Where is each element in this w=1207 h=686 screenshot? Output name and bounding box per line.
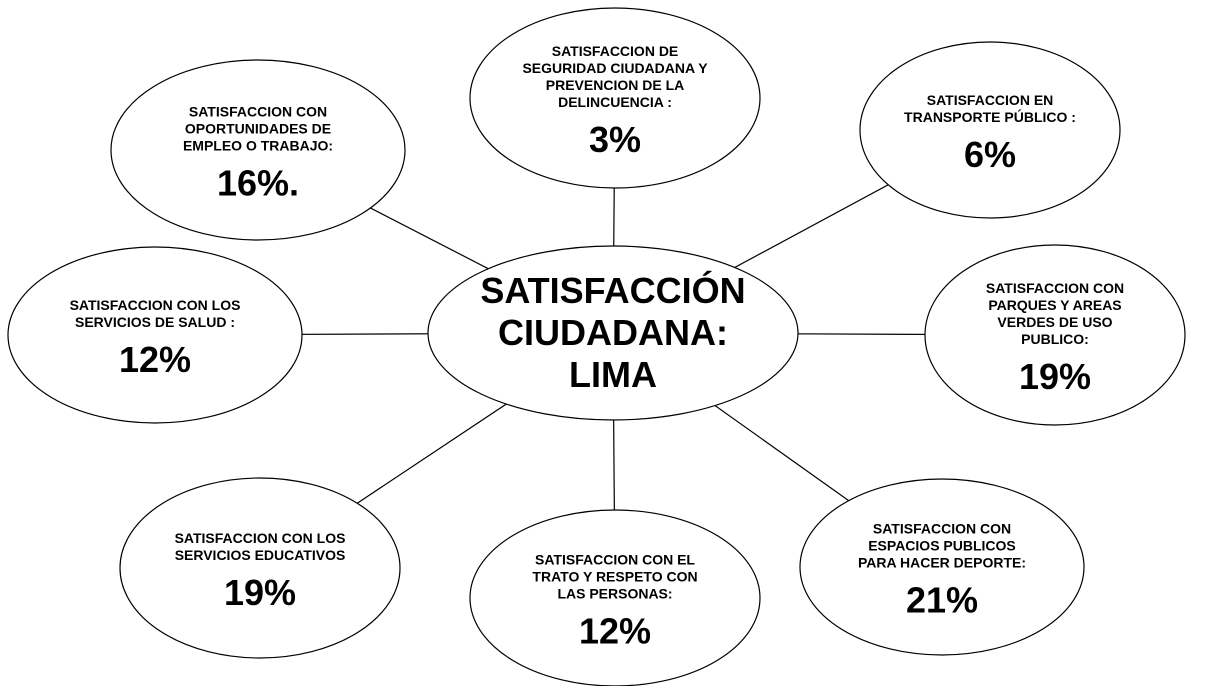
center-label: SATISFACCIÓN <box>480 269 745 311</box>
node-value: 6% <box>964 134 1016 175</box>
node-label: SATISFACCION CON EL <box>535 552 695 568</box>
center-label: LIMA <box>569 354 657 395</box>
node-label: SATISFACCION CON LOS <box>70 297 241 313</box>
node-value: 3% <box>589 119 641 160</box>
node-label: PUBLICO: <box>1021 331 1089 347</box>
node-label: PREVENCION DE LA <box>546 77 684 93</box>
node-label: DELINCUENCIA : <box>558 94 672 110</box>
node-label: ESPACIOS PUBLICOS <box>868 538 1016 554</box>
node-value: 19% <box>1019 356 1091 397</box>
node-label: SATISFACCION CON <box>873 521 1011 537</box>
node-label: SEGURIDAD CIUDADANA Y <box>522 60 708 76</box>
node-value: 19% <box>224 572 296 613</box>
node-value: 12% <box>579 611 651 652</box>
node-label: PARQUES Y AREAS <box>988 297 1121 313</box>
node <box>859 41 1121 219</box>
node-label: TRANSPORTE PÚBLICO : <box>904 108 1076 125</box>
node-label: OPORTUNIDADES DE <box>185 121 331 137</box>
node <box>469 7 761 189</box>
node <box>924 244 1186 426</box>
node-label: SATISFACCION EN <box>927 92 1054 108</box>
node-label: VERDES DE USO <box>997 314 1112 330</box>
node-label: TRATO Y RESPETO CON <box>532 569 697 585</box>
node <box>799 478 1085 656</box>
node-label: SATISFACCION CON <box>189 104 327 120</box>
node <box>7 246 303 424</box>
node-label: SERVICIOS DE SALUD : <box>75 314 235 330</box>
node-label: SERVICIOS EDUCATIVOS <box>175 547 346 563</box>
node-label: LAS PERSONAS: <box>557 586 672 602</box>
center-label: CIUDADANA: <box>498 312 728 353</box>
node-label: PARA HACER DEPORTE: <box>858 555 1026 571</box>
node <box>119 477 401 659</box>
node <box>469 509 761 686</box>
node-label: SATISFACCION CON <box>986 280 1124 296</box>
node-value: 12% <box>119 339 191 380</box>
node <box>110 59 406 241</box>
node-value: 16%. <box>217 163 299 204</box>
node-label: EMPLEO O TRABAJO: <box>183 138 333 154</box>
center-node <box>427 245 799 421</box>
node-value: 21% <box>906 580 978 621</box>
node-label: SATISFACCION DE <box>552 43 679 59</box>
node-label: SATISFACCION CON LOS <box>175 530 346 546</box>
